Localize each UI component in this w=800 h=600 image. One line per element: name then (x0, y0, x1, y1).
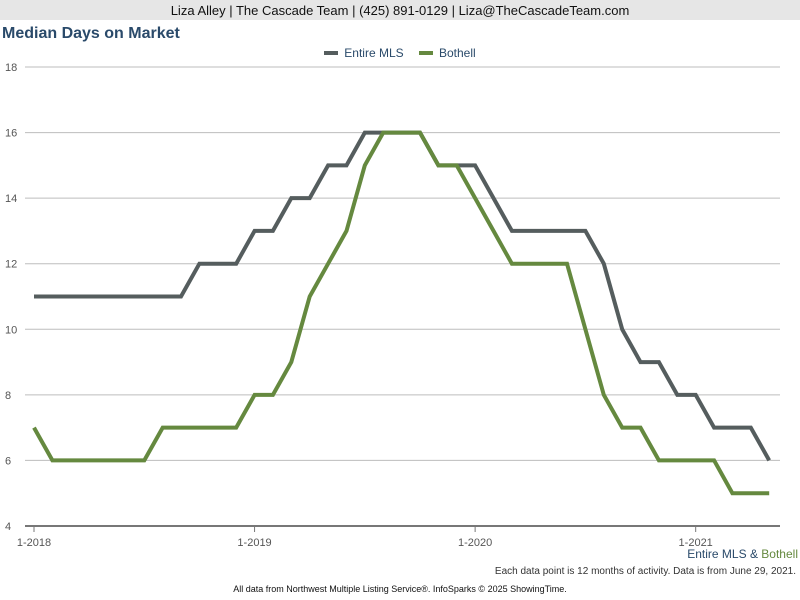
legend-item-bothell[interactable]: Bothell (419, 46, 476, 60)
legend-label-entire-mls: Entire MLS (344, 46, 404, 60)
legend-swatch-entire-mls (324, 50, 339, 55)
series-line-bothell[interactable] (32, 130, 770, 496)
y-tick-label: 18 (5, 62, 17, 74)
series-footer-legend: Entire MLS & Bothell (687, 547, 798, 561)
y-tick-label: 10 (5, 324, 17, 336)
axes: 4 6 8 10 12 14 16 18 1-2018 1-2019 1-2020 1-2021 (5, 62, 780, 549)
y-tick-label: 12 (5, 259, 17, 271)
y-tick-label: 8 (5, 390, 11, 402)
chart-footnote: Each data point is 12 months of activity… (494, 566, 796, 577)
x-tick-label: 1-2019 (237, 537, 271, 549)
x-tick-label: 1-2018 (17, 537, 51, 549)
grid-lines (25, 66, 780, 461)
series-footer-separator: & (749, 547, 758, 561)
chart-title: Median Days on Market (2, 25, 180, 42)
y-tick-label: 4 (5, 521, 11, 533)
series-footer-entire-mls: Entire MLS (687, 547, 747, 561)
x-tick-label: 1-2021 (679, 537, 713, 549)
contact-header-bar: Liza Alley | The Cascade Team | (425) 89… (0, 0, 800, 20)
series-line-entire-mls[interactable] (34, 130, 771, 462)
y-tick-label: 14 (5, 193, 17, 205)
y-tick-label: 6 (5, 455, 11, 467)
data-source: All data from Northwest Multiple Listing… (233, 584, 567, 594)
series-lines (32, 130, 771, 496)
x-tick-label: 1-2020 (458, 537, 492, 549)
series-footer-bothell: Bothell (761, 547, 798, 561)
contact-info: Liza Alley | The Cascade Team | (425) 89… (170, 3, 630, 18)
legend-swatch-bothell (419, 50, 433, 55)
chart-legend: Entire MLS Bothell (0, 46, 800, 60)
legend-label-bothell: Bothell (439, 46, 476, 60)
legend-item-entire-mls[interactable]: Entire MLS (324, 46, 404, 60)
y-tick-label: 16 (5, 128, 17, 140)
